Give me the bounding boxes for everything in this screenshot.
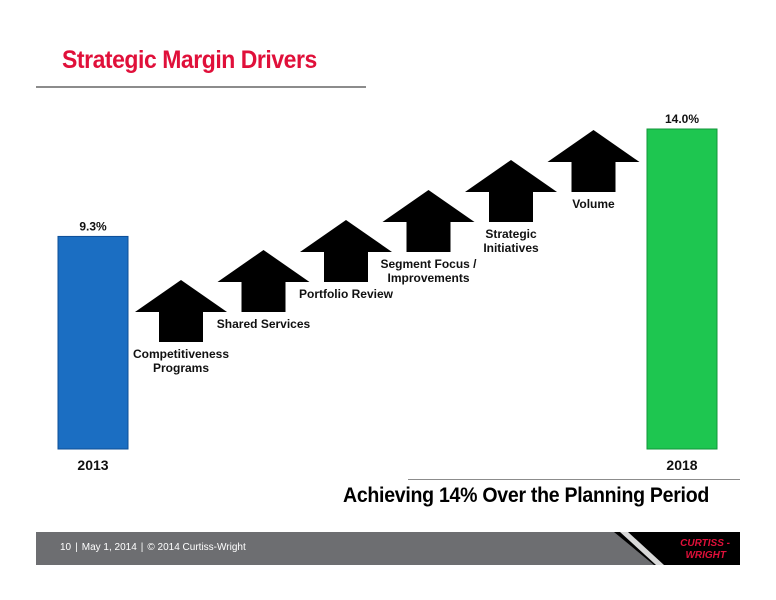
curtiss-wright-logo: CURTISS - WRIGHT xyxy=(614,532,740,565)
bar-2013 xyxy=(57,235,129,450)
bar-label-2018: 2018 xyxy=(666,457,697,473)
up-arrow-icon xyxy=(300,220,392,282)
driver-label: Portfolio Review xyxy=(299,287,394,301)
bar-value-2013: 9.3% xyxy=(79,219,107,233)
footer-copyright: © 2014 Curtiss-Wright xyxy=(147,542,246,553)
driver-label: Initiatives xyxy=(483,241,539,255)
up-arrow-icon xyxy=(465,160,557,222)
footer-text: 10 | May 1, 2014 | © 2014 Curtiss-Wright xyxy=(60,542,246,553)
page-number: 10 xyxy=(60,542,72,553)
driver-label: Shared Services xyxy=(217,317,311,331)
tagline-divider xyxy=(408,479,740,480)
driver-label: Strategic xyxy=(485,227,537,241)
driver-label: Competitiveness xyxy=(133,347,229,361)
svg-text:WRIGHT: WRIGHT xyxy=(685,550,726,561)
driver-label: Volume xyxy=(572,197,615,211)
page-title: Strategic Margin Drivers xyxy=(62,46,317,74)
up-arrow-icon xyxy=(382,190,475,252)
up-arrow-icon xyxy=(547,130,640,192)
footer-date: May 1, 2014 xyxy=(81,542,137,553)
up-arrow-icon xyxy=(135,280,227,342)
footer-bar: 10 | May 1, 2014 | © 2014 Curtiss-Wright CUR… xyxy=(36,532,740,565)
driver-label: Improvements xyxy=(387,271,469,285)
bar-2018 xyxy=(646,128,718,450)
title-divider xyxy=(36,86,366,88)
driver-label: Segment Focus / xyxy=(380,257,477,271)
driver-label: Programs xyxy=(153,361,209,375)
bar-label-2013: 2013 xyxy=(77,457,108,473)
tagline: Achieving 14% Over the Planning Period xyxy=(343,484,709,507)
svg-text:CURTISS -: CURTISS - xyxy=(680,538,730,549)
bar-value-2018: 14.0% xyxy=(665,112,699,126)
up-arrow-icon xyxy=(217,250,310,312)
